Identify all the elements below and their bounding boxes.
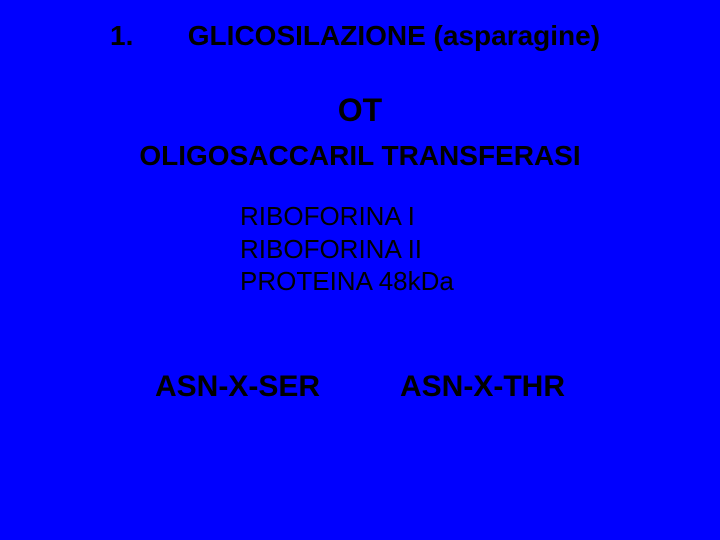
sequence-right: ASN-X-THR [400, 370, 565, 404]
slide-title: GLICOSILAZIONE (asparagine) [188, 20, 600, 51]
enzyme-name: OLIGOSACCARIL TRANSFERASI [0, 140, 720, 172]
sequence-left: ASN-X-SER [155, 370, 320, 404]
list-item: RIBOFORINA I [240, 200, 454, 233]
consensus-sequences: ASN-X-SER ASN-X-THR [0, 370, 720, 404]
list-item: RIBOFORINA II [240, 233, 454, 266]
title-row: 1. GLICOSILAZIONE (asparagine) [110, 20, 600, 52]
list-item: PROTEINA 48kDa [240, 265, 454, 298]
slide: 1. GLICOSILAZIONE (asparagine) OT OLIGOS… [0, 0, 720, 540]
component-list: RIBOFORINA I RIBOFORINA II PROTEINA 48kD… [240, 200, 454, 298]
list-number: 1. [110, 20, 180, 52]
ot-label: OT [0, 92, 720, 129]
